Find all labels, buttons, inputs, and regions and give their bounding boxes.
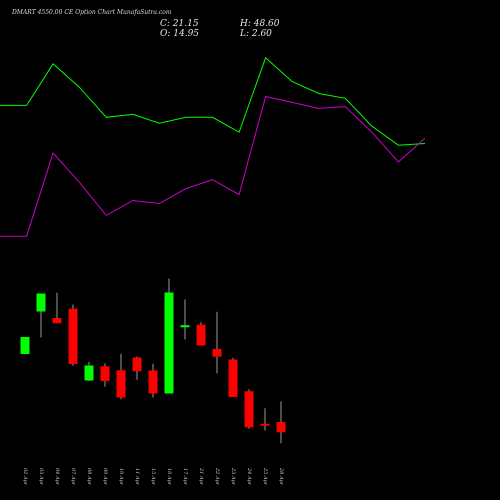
candle-body-down bbox=[148, 370, 158, 394]
x-tick-label: 04 Apr bbox=[54, 468, 60, 486]
candle-body-up bbox=[84, 365, 94, 381]
line-series-2 bbox=[0, 95, 426, 237]
x-tick-label: 24 Apr bbox=[246, 467, 252, 486]
x-tick-label: 23 Apr bbox=[230, 467, 236, 486]
x-tick-label: 09 Apr bbox=[102, 468, 108, 486]
x-tick-label: 08 Apr bbox=[86, 468, 92, 486]
line-series-1 bbox=[0, 56, 426, 146]
close-readout: C: 21.15 bbox=[160, 19, 199, 29]
candle-body-down bbox=[196, 324, 206, 346]
x-tick-label: 16 Apr bbox=[166, 468, 172, 486]
x-tick-label: 10 Apr bbox=[118, 468, 124, 486]
x-tick-label: 02 Apr bbox=[22, 468, 28, 486]
high-readout: H: 48.60 bbox=[240, 19, 280, 29]
candle-body-up bbox=[180, 325, 190, 328]
candle-body-down bbox=[116, 370, 126, 398]
x-tick-label: 03 Apr bbox=[38, 468, 44, 486]
chart-title: DMART 4550.00 CE Option Chart MunafaSutr… bbox=[12, 9, 172, 16]
x-tick-label: 11 Apr bbox=[134, 468, 140, 486]
x-tick-label: 17 Apr bbox=[182, 468, 188, 486]
x-tick-label: 22 Apr bbox=[214, 467, 220, 486]
candle-body-down bbox=[68, 308, 78, 364]
open-readout: O: 14.95 bbox=[160, 29, 200, 39]
candle-body-down bbox=[228, 359, 238, 397]
x-tick-label: 25 Apr bbox=[262, 467, 268, 486]
candle-body-down bbox=[100, 366, 110, 381]
candle-body-down bbox=[132, 357, 142, 372]
candle-body-down bbox=[276, 422, 286, 433]
candle-body-down bbox=[52, 318, 62, 324]
candle-body-up bbox=[164, 292, 174, 394]
x-tick-label: 21 Apr bbox=[198, 467, 204, 486]
candle-body-down bbox=[212, 349, 222, 357]
x-tick-label: 15 Apr bbox=[150, 468, 156, 486]
x-tick-label: 07 Apr bbox=[70, 468, 76, 486]
candle-body-down bbox=[244, 391, 254, 428]
candle-body-down bbox=[260, 423, 270, 426]
candle-body-up bbox=[36, 293, 46, 312]
x-tick-label: 28 Apr bbox=[278, 467, 284, 486]
candle-body-up bbox=[20, 337, 30, 354]
low-readout: L: 2.60 bbox=[240, 29, 272, 39]
